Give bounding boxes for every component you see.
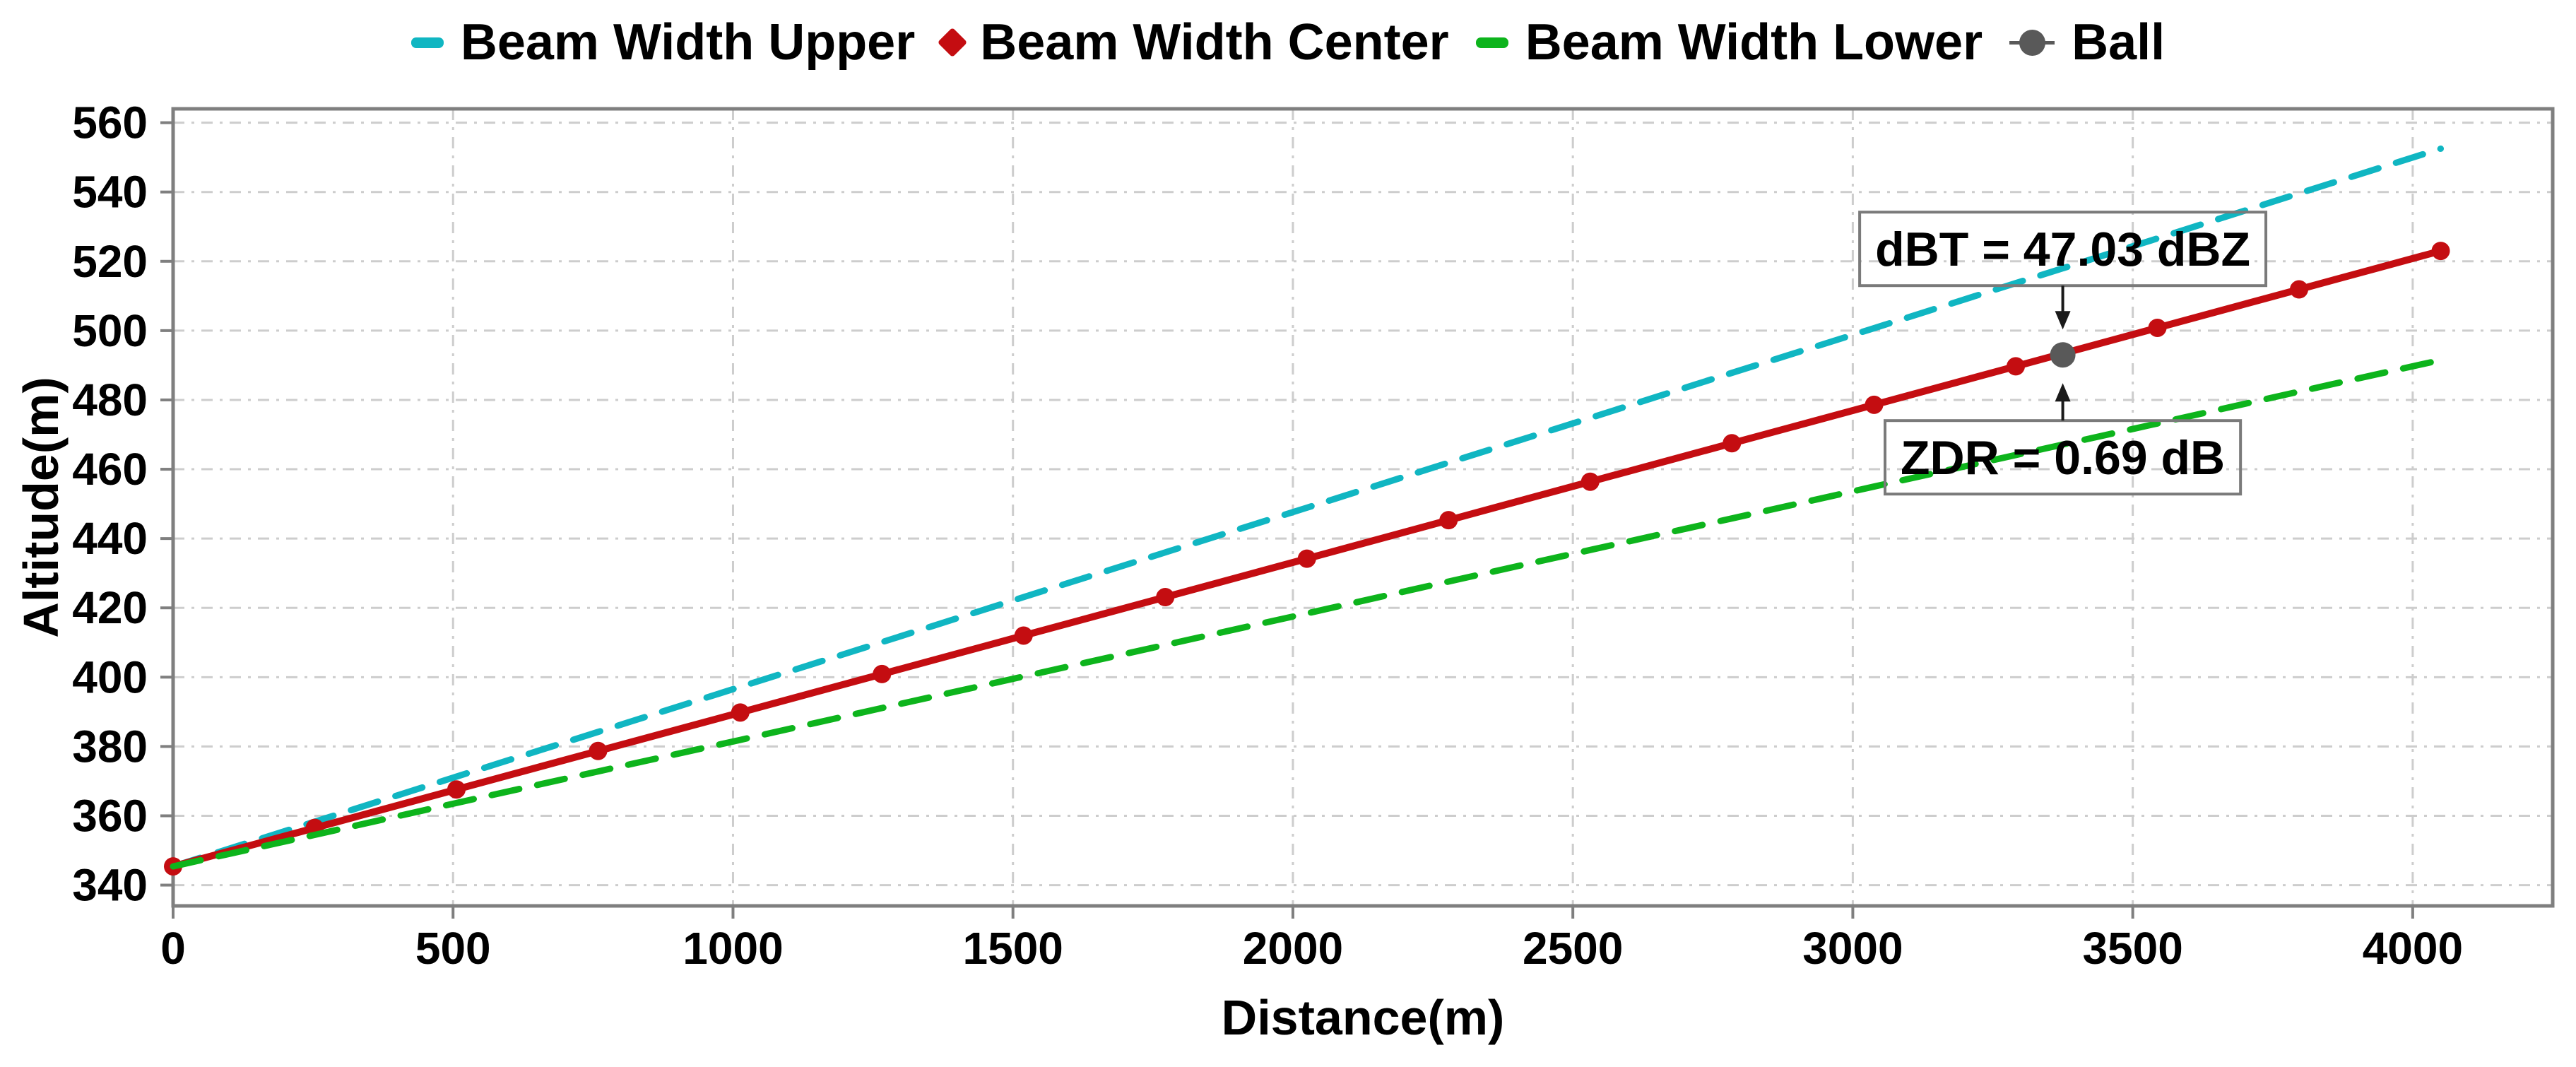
legend-label: Ball xyxy=(2072,14,2166,71)
legend-label: Beam Width Lower xyxy=(1525,14,1983,71)
svg-text:380: 380 xyxy=(72,721,148,772)
svg-text:3500: 3500 xyxy=(2082,923,2182,974)
svg-text:340: 340 xyxy=(72,860,148,911)
annotation-dbt: dBT = 47.03 dBZ xyxy=(1858,211,2268,330)
svg-text:540: 540 xyxy=(72,167,148,218)
series-beam-width-center xyxy=(164,242,2450,876)
svg-text:ZDR = 0.69 dB: ZDR = 0.69 dB xyxy=(1901,431,2225,485)
x-axis-title: Distance(m) xyxy=(1222,990,1505,1045)
legend-label: Beam Width Center xyxy=(980,14,1449,71)
svg-text:1000: 1000 xyxy=(683,923,783,974)
legend-item-beam-width-center: Beam Width Center xyxy=(938,14,1449,71)
ball-marker-icon xyxy=(2009,28,2055,57)
beam-width-upper-dash-icon xyxy=(410,37,444,48)
svg-text:520: 520 xyxy=(72,236,148,287)
plot-border xyxy=(171,107,2555,908)
svg-text:3000: 3000 xyxy=(1802,923,1903,974)
svg-text:560: 560 xyxy=(72,98,148,148)
svg-text:400: 400 xyxy=(72,652,148,702)
svg-text:2000: 2000 xyxy=(1243,923,1343,974)
svg-text:360: 360 xyxy=(72,790,148,841)
svg-text:500: 500 xyxy=(415,923,491,974)
legend-item-beam-width-lower: Beam Width Lower xyxy=(1475,14,1983,71)
y-axis-title: Altitude(m) xyxy=(13,377,69,637)
svg-text:dBT = 47.03 dBZ: dBT = 47.03 dBZ xyxy=(1875,223,2250,276)
series-beam-width-upper xyxy=(170,145,2445,870)
x-tick-labels: 0 500 1000 1500 2000 2500 3000 3500 4000 xyxy=(160,923,2463,974)
series-ball xyxy=(2050,342,2076,368)
legend-item-ball: Ball xyxy=(2009,17,2165,68)
series-beam-width-lower xyxy=(170,357,2445,870)
grid-lines xyxy=(173,109,2553,906)
svg-text:420: 420 xyxy=(72,582,148,633)
annotation-zdr: ZDR = 0.69 dB xyxy=(1884,383,2243,496)
chart-legend: Beam Width Upper Beam Width Center Beam … xyxy=(0,10,2576,75)
svg-text:480: 480 xyxy=(72,375,148,425)
svg-text:460: 460 xyxy=(72,444,148,495)
svg-text:440: 440 xyxy=(72,513,148,564)
svg-text:0: 0 xyxy=(160,923,186,974)
svg-text:1500: 1500 xyxy=(963,923,1063,974)
svg-text:2500: 2500 xyxy=(1523,923,1623,974)
beam-width-lower-dash-icon xyxy=(1475,37,1508,48)
y-tick-labels: 340 360 380 400 420 440 460 480 500 520 540 560 xyxy=(72,98,148,911)
axis-ticks xyxy=(160,121,2414,919)
legend-label: Beam Width Upper xyxy=(460,14,916,71)
svg-text:4000: 4000 xyxy=(2363,923,2463,974)
svg-text:500: 500 xyxy=(72,305,148,356)
ball-point xyxy=(2050,342,2076,368)
legend-item-beam-width-upper: Beam Width Upper xyxy=(410,14,916,71)
